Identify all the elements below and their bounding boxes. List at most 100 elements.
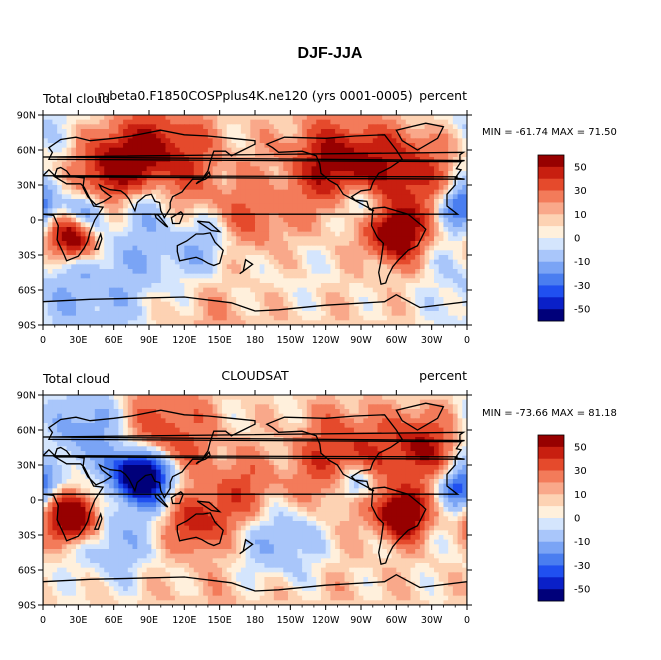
contour-cell (377, 432, 383, 438)
contour-cell (401, 315, 407, 321)
contour-cell (137, 152, 143, 158)
contour-cell (132, 152, 138, 158)
contour-cell (212, 143, 218, 149)
contour-cell (80, 264, 86, 270)
contour-cell (118, 423, 124, 429)
contour-cell (156, 203, 162, 209)
contour-cell (264, 189, 270, 195)
contour-cell (179, 259, 185, 265)
contour-cell (71, 124, 77, 130)
contour-cell (245, 231, 251, 237)
contour-cell (429, 245, 435, 251)
contour-cell (259, 255, 266, 261)
contour-cell (311, 241, 317, 247)
contour-cell (141, 208, 148, 214)
contour-cell (99, 418, 105, 424)
contour-cell (156, 409, 162, 415)
contour-cell (292, 152, 298, 158)
contour-cell (146, 152, 152, 158)
contour-cell (113, 236, 119, 242)
contour-cell (160, 301, 167, 307)
contour-cell (372, 152, 379, 158)
contour-cell (127, 231, 134, 237)
contour-cell (349, 278, 355, 284)
contour-cell (353, 432, 360, 438)
contour-cell (165, 171, 171, 177)
contour-cell (203, 147, 209, 153)
contour-cell (141, 119, 148, 125)
contour-cell (80, 255, 86, 261)
contour-cell (325, 217, 331, 223)
contour-cell (189, 297, 195, 303)
contour-cell (212, 147, 218, 153)
contour-cell (264, 161, 270, 167)
contour-cell (316, 297, 322, 303)
contour-cell (71, 315, 77, 321)
contour-cell (457, 255, 463, 261)
contour-cell (405, 171, 412, 177)
contour-cell (330, 395, 336, 401)
contour-cell (273, 189, 280, 195)
contour-cell (222, 255, 228, 261)
contour-cell (189, 259, 195, 265)
contour-cell (386, 269, 393, 275)
contour-cell (297, 315, 303, 321)
contour-cell (156, 292, 162, 298)
contour-cell (47, 409, 54, 415)
contour-cell (353, 264, 360, 270)
contour-cell (179, 404, 185, 410)
contour-cell (452, 423, 459, 429)
contour-cell (141, 115, 148, 121)
contour-cell (80, 138, 86, 144)
contour-cell (255, 259, 261, 265)
contour-cell (226, 306, 233, 312)
contour-cell (184, 171, 190, 177)
contour-cell (339, 180, 346, 186)
contour-cell (160, 427, 167, 433)
contour-cell (236, 283, 242, 289)
contour-cell (151, 418, 157, 424)
contour-cell (240, 409, 247, 415)
contour-cell (66, 124, 72, 130)
contour-cell (245, 245, 251, 251)
contour-cell (160, 119, 167, 125)
contour-cell (330, 222, 336, 228)
contour-cell (245, 129, 251, 135)
contour-cell (259, 241, 266, 247)
contour-cell (316, 292, 322, 298)
contour-cell (363, 287, 369, 293)
contour-cell (316, 269, 322, 275)
contour-cell (457, 143, 463, 149)
contour-cell (174, 297, 181, 303)
contour-cell (165, 320, 171, 325)
contour-cell (344, 185, 350, 191)
contour-cell (127, 255, 134, 261)
contour-cell (344, 432, 350, 438)
contour-cell (349, 311, 355, 317)
contour-cell (217, 147, 223, 153)
contour-cell (358, 194, 364, 200)
contour-cell (184, 404, 190, 410)
contour-cell (259, 245, 266, 251)
contour-cell (368, 152, 374, 158)
contour-cell (330, 311, 336, 317)
contour-cell (165, 194, 171, 200)
contour-cell (429, 217, 435, 223)
contour-cell (66, 273, 72, 279)
contour-cell (255, 124, 261, 130)
contour-cell (306, 427, 313, 433)
contour-cell (320, 147, 327, 153)
contour-cell (127, 147, 134, 153)
contour-cell (75, 227, 82, 233)
contour-cell (71, 185, 77, 191)
contour-cell (429, 171, 435, 177)
contour-cell (424, 227, 430, 233)
contour-cell (438, 245, 445, 251)
contour-cell (156, 301, 162, 307)
contour-cell (212, 409, 218, 415)
contour-cell (424, 315, 430, 321)
contour-cell (90, 404, 96, 410)
contour-cell (424, 418, 430, 424)
contour-cell (132, 315, 138, 321)
contour-cell (85, 413, 91, 419)
